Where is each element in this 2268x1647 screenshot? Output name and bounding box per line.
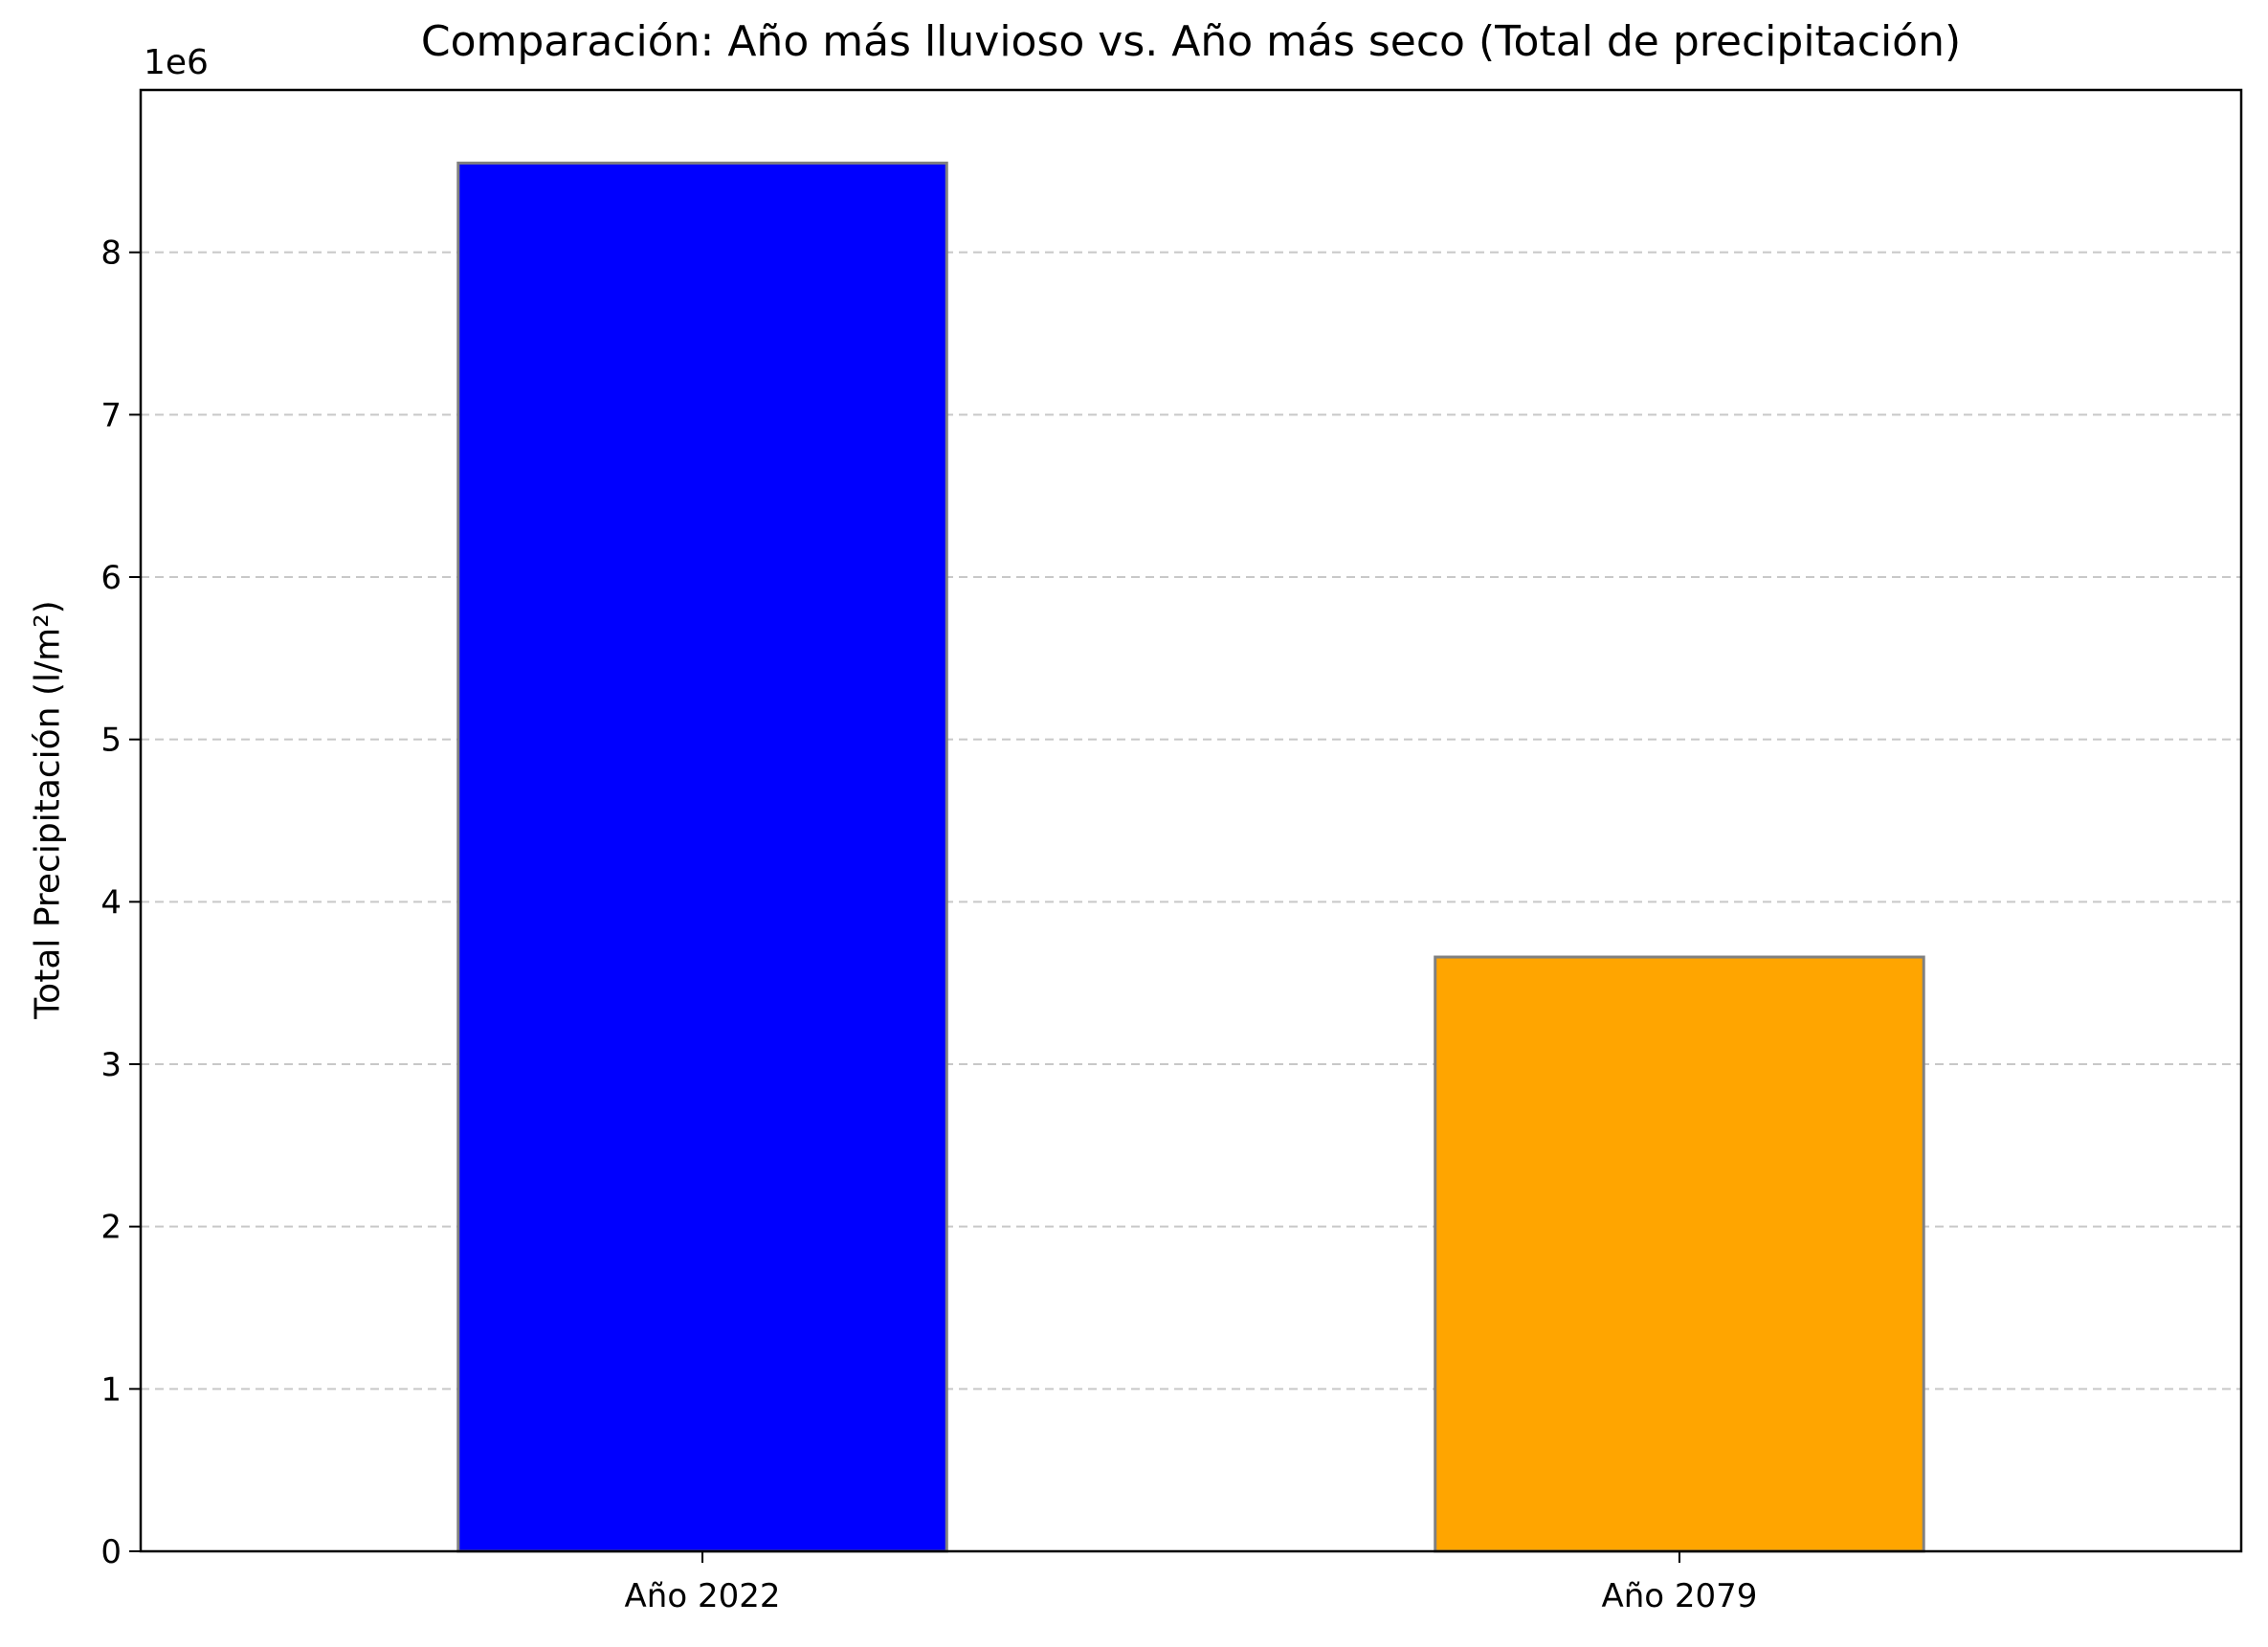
y-tick-label: 5: [100, 722, 122, 760]
y-tick-label: 6: [100, 559, 122, 597]
y-tick-label: 8: [100, 234, 122, 273]
bar: [1434, 955, 1925, 1553]
y-tick-label: 2: [100, 1209, 122, 1247]
chart-title: Comparación: Año más lluvioso vs. Año má…: [420, 17, 1962, 66]
x-tick-label: Año 2022: [625, 1577, 781, 1615]
y-tick-label: 4: [100, 883, 122, 922]
y-tick-label: 0: [100, 1533, 122, 1571]
axes-frame: [139, 88, 2243, 1553]
y-tick-label: 7: [100, 396, 122, 434]
y-tick-label: 3: [100, 1046, 122, 1084]
y-tick-label: 1: [100, 1370, 122, 1409]
bar: [456, 161, 948, 1553]
y-axis-offset-label: 1e6: [144, 43, 209, 82]
x-tick-label: Año 2079: [1601, 1577, 1757, 1615]
